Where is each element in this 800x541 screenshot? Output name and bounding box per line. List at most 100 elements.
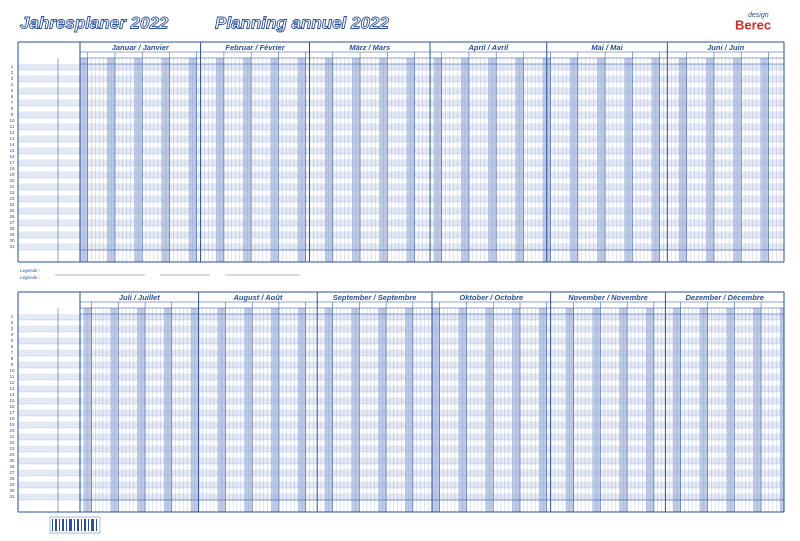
row-stripe <box>18 458 784 464</box>
row-number: 12 <box>9 380 15 385</box>
row-number: 21 <box>9 184 15 189</box>
row-number: 5 <box>11 88 14 93</box>
row-stripe <box>18 398 784 404</box>
row-number: 26 <box>9 464 15 469</box>
weekend-column <box>655 58 660 262</box>
weekend-column <box>519 58 524 262</box>
row-number: 31 <box>9 494 15 499</box>
row-stripe <box>18 326 784 332</box>
month-label: August / Août <box>232 293 282 302</box>
row-number: 11 <box>10 374 15 379</box>
weekend-column <box>458 308 463 512</box>
weekend-column <box>597 58 602 262</box>
weekend-column <box>757 308 762 512</box>
legend-fr: Légende : <box>20 275 40 280</box>
weekend-column <box>141 308 146 512</box>
weekend-column <box>325 58 329 262</box>
row-number: 28 <box>9 226 15 231</box>
row-stripe <box>18 374 784 380</box>
row-stripe <box>18 76 784 82</box>
row-stripe <box>18 232 784 238</box>
row-number: 4 <box>11 82 14 87</box>
weekend-column <box>737 58 742 262</box>
row-stripe <box>18 172 784 178</box>
row-number: 29 <box>9 232 15 237</box>
weekend-column <box>111 58 116 262</box>
weekend-column <box>780 308 784 512</box>
weekend-column <box>83 308 88 512</box>
row-stripe <box>18 362 784 368</box>
row-number: 24 <box>9 452 15 457</box>
row-stripe <box>18 208 784 214</box>
weekend-column <box>138 58 143 262</box>
row-stripe <box>18 410 784 416</box>
weekend-column <box>542 308 547 512</box>
row-number: 19 <box>9 422 15 427</box>
weekend-column <box>678 58 683 262</box>
weekend-column <box>515 58 520 262</box>
row-number: 10 <box>9 368 15 373</box>
weekend-column <box>164 308 168 512</box>
weekend-column <box>624 58 629 262</box>
row-stripe <box>18 434 784 440</box>
month-label: November / Novembre <box>568 293 648 302</box>
weekend-column <box>247 58 252 262</box>
row-stripe <box>18 124 784 130</box>
weekend-column <box>378 308 383 512</box>
row-number: 3 <box>11 326 14 331</box>
month-label: April / Avril <box>468 43 510 52</box>
weekend-column <box>682 58 687 262</box>
row-number: 26 <box>9 214 15 219</box>
row-number: 13 <box>9 386 15 391</box>
weekend-column <box>488 58 493 262</box>
weekend-column <box>703 308 708 512</box>
barcode <box>49 516 101 534</box>
row-stripe <box>18 244 784 250</box>
row-number: 6 <box>11 94 14 99</box>
row-number: 21 <box>9 434 15 439</box>
row-stripe <box>18 482 784 488</box>
row-number: 22 <box>9 190 15 195</box>
month-label: Januar / Janvier <box>112 43 170 52</box>
row-number: 25 <box>9 458 15 463</box>
row-number: 9 <box>11 362 14 367</box>
weekend-column <box>512 308 517 512</box>
row-stripe <box>18 136 784 142</box>
weekend-column <box>596 308 601 512</box>
month-label: Juli / Juillet <box>119 293 160 302</box>
weekend-column <box>217 308 222 512</box>
weekend-column <box>275 308 279 512</box>
weekend-column <box>80 58 84 262</box>
weekend-column <box>110 308 115 512</box>
weekend-column <box>220 58 224 262</box>
row-number: 23 <box>9 446 15 451</box>
weekend-column <box>733 58 738 262</box>
weekend-column <box>297 58 302 262</box>
weekend-column <box>437 58 442 262</box>
row-stripe <box>18 446 784 452</box>
row-number: 22 <box>9 440 15 445</box>
row-number: 7 <box>11 100 14 105</box>
row-number: 16 <box>9 154 15 159</box>
weekend-column <box>406 58 411 262</box>
row-number: 8 <box>11 356 14 361</box>
row-stripe <box>18 220 784 226</box>
brand: Berec <box>735 17 771 32</box>
title-de: Jahresplaner 2022 <box>20 13 169 32</box>
weekend-column <box>168 308 172 512</box>
weekend-column <box>623 308 628 512</box>
weekend-column <box>753 308 758 512</box>
row-number: 14 <box>9 142 15 147</box>
row-number: 27 <box>9 470 15 475</box>
row-number: 4 <box>11 332 14 337</box>
weekend-column <box>243 58 248 262</box>
row-number: 1 <box>11 64 14 69</box>
weekend-column <box>244 308 249 512</box>
row-stripe <box>18 64 784 70</box>
row-number: 15 <box>9 398 15 403</box>
weekend-column <box>137 308 142 512</box>
row-number: 16 <box>9 404 15 409</box>
row-stripe <box>18 88 784 94</box>
weekend-column <box>699 308 704 512</box>
weekend-column <box>355 308 360 512</box>
